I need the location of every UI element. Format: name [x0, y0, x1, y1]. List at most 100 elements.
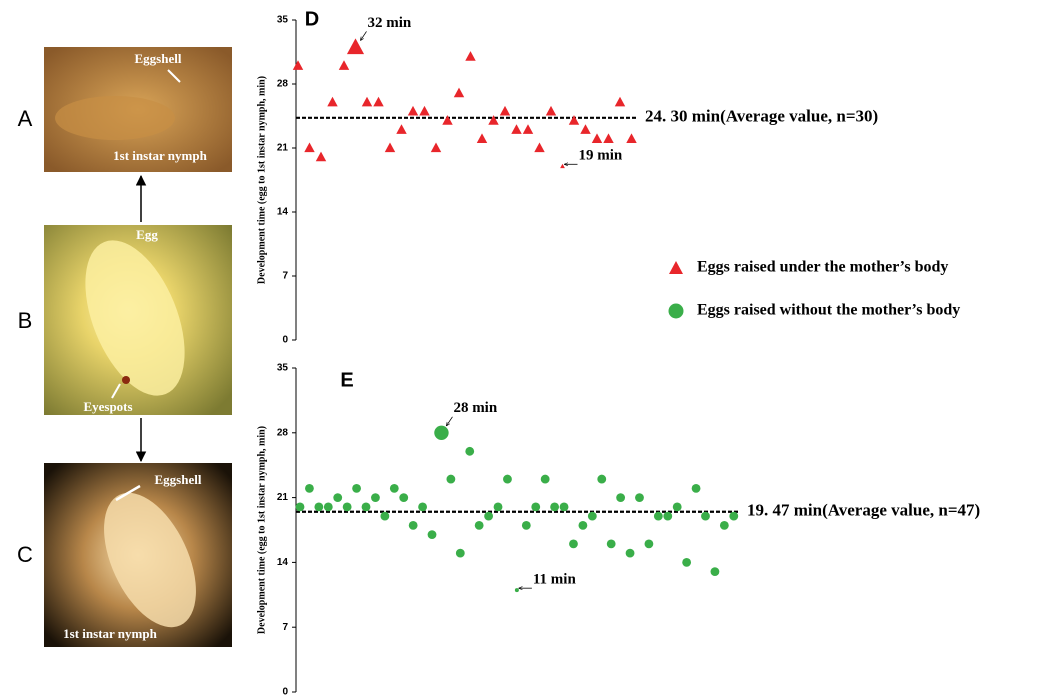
photo-label: Egg: [136, 227, 158, 242]
data-point: [418, 502, 427, 512]
data-point: [338, 60, 350, 70]
data-point: [342, 502, 352, 512]
photo-detail: [104, 492, 196, 628]
data-point: [314, 502, 324, 512]
panel-a: A Eggshell 1st instar nymph: [18, 47, 232, 172]
y-tick-label: 35: [277, 363, 289, 374]
photo-label: Eggshell: [135, 51, 182, 66]
legend-marker: [668, 303, 684, 319]
data-point: [373, 96, 384, 107]
data-point: [371, 493, 380, 502]
data-point: [540, 474, 550, 484]
data-point: [691, 483, 701, 493]
data-point: [534, 142, 545, 153]
data-point: [616, 493, 626, 502]
pointer: [167, 69, 181, 83]
data-point: [514, 588, 519, 593]
chart-title: E: [340, 369, 353, 391]
data-point: [653, 511, 663, 521]
data-point: [315, 151, 327, 162]
data-point: [399, 493, 409, 502]
data-point: [380, 511, 390, 521]
data-point: [419, 105, 430, 116]
data-point: [559, 502, 569, 512]
data-point: [499, 105, 511, 116]
photo-label: Eggshell: [155, 472, 202, 487]
photo-label: 1st instar nymph: [63, 626, 157, 641]
annotation-arrow: [446, 416, 453, 426]
y-tick-label: 0: [282, 335, 288, 346]
data-point: [361, 502, 371, 512]
data-point: [625, 548, 635, 558]
data-point: [503, 474, 512, 484]
data-point: [453, 87, 465, 98]
data-point: [603, 133, 614, 143]
data-point: [568, 115, 580, 125]
data-point: [396, 124, 407, 134]
y-tick-label: 14: [277, 557, 289, 568]
data-point: [531, 502, 541, 512]
data-point: [672, 502, 682, 512]
panel-letter: B: [18, 308, 33, 333]
data-point: [550, 502, 560, 512]
data-point: [304, 142, 315, 153]
data-point: [663, 511, 673, 521]
y-axis-label: Development time (egg to 1st instar nymp…: [256, 426, 267, 634]
data-point: [442, 115, 453, 125]
data-point: [511, 124, 522, 134]
data-point: [434, 425, 449, 440]
data-point: [427, 530, 437, 540]
panel-b: B Egg Eyespots: [18, 225, 232, 415]
mean-label: 24. 30 min(Average value, n=30): [645, 107, 878, 126]
data-point: [682, 558, 692, 567]
data-point: [578, 520, 588, 530]
annotation: 11 min: [533, 572, 577, 588]
data-point: [635, 493, 644, 502]
legend-label: Eggs raised under the mother’s body: [697, 259, 948, 276]
data-point: [361, 96, 373, 107]
data-point: [384, 142, 396, 153]
data-point: [710, 567, 720, 577]
data-point: [465, 446, 475, 456]
y-tick-label: 28: [277, 79, 289, 90]
y-tick-label: 0: [282, 687, 288, 696]
legend-label: Eggs raised without the mother’s body: [697, 302, 960, 319]
data-point: [597, 474, 607, 484]
data-point: [305, 483, 314, 493]
data-point: [476, 133, 488, 143]
data-point: [580, 124, 591, 134]
y-tick-label: 7: [282, 271, 288, 282]
y-tick-label: 28: [277, 427, 289, 438]
panel-letter: A: [18, 106, 33, 131]
data-point: [408, 520, 418, 530]
chart-title: D: [305, 8, 319, 30]
mean-label: 19. 47 min(Average value, n=47): [747, 501, 980, 520]
data-point: [626, 133, 637, 143]
data-point: [522, 124, 534, 134]
data-point: [560, 163, 565, 169]
pointer: [115, 484, 141, 502]
annotation: 32 min: [368, 15, 412, 31]
data-point: [521, 520, 531, 530]
data-point: [484, 511, 493, 521]
data-point: [446, 474, 456, 484]
y-tick-label: 14: [277, 207, 289, 218]
data-point: [323, 502, 333, 512]
photo-label: Eyespots: [83, 399, 132, 414]
data-point: [569, 539, 578, 549]
panel-c: C Eggshell 1st instar nymph: [17, 463, 232, 647]
annotation-arrow: [361, 31, 367, 40]
y-tick-label: 21: [277, 143, 289, 154]
data-point: [614, 96, 626, 107]
data-point: [352, 483, 361, 493]
data-point: [407, 105, 419, 116]
data-point: [719, 520, 729, 530]
data-point: [591, 133, 603, 143]
data-point: [606, 539, 616, 549]
data-point: [729, 511, 739, 521]
data-point: [292, 60, 304, 70]
data-point: [430, 142, 442, 153]
pointer: [111, 383, 121, 399]
y-tick-label: 35: [277, 15, 289, 26]
data-point: [493, 502, 503, 512]
